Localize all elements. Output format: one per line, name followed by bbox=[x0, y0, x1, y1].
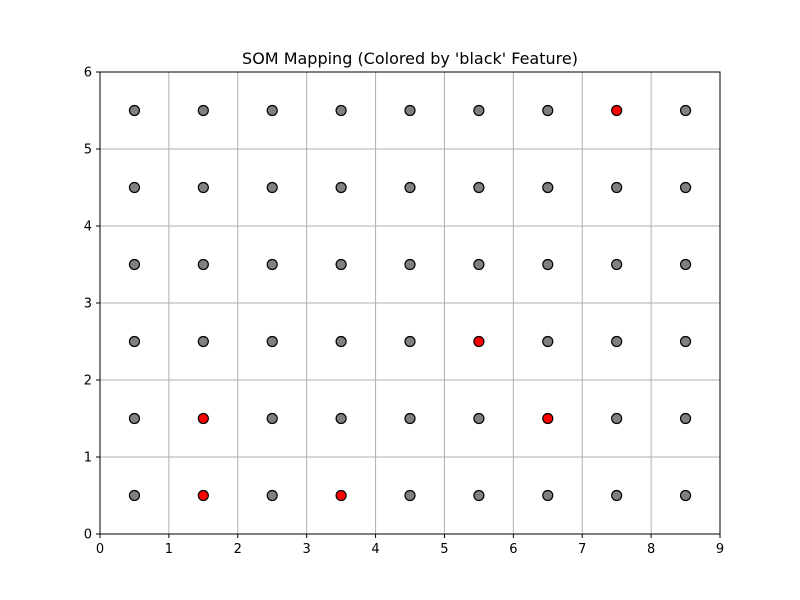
data-point bbox=[266, 335, 278, 348]
data-point bbox=[128, 181, 141, 194]
data-points bbox=[128, 104, 692, 502]
x-tick-label: 6 bbox=[509, 542, 517, 557]
data-point bbox=[542, 335, 554, 348]
x-tick-label: 3 bbox=[303, 542, 311, 557]
y-tick-label: 3 bbox=[84, 297, 92, 312]
data-point bbox=[404, 335, 416, 348]
x-tick-label: 1 bbox=[165, 542, 173, 557]
data-point bbox=[404, 412, 416, 425]
x-tick-label: 4 bbox=[371, 542, 379, 557]
data-point bbox=[542, 489, 554, 502]
data-point bbox=[404, 181, 416, 194]
data-point bbox=[542, 181, 554, 194]
data-point bbox=[611, 181, 623, 194]
data-point bbox=[473, 104, 485, 117]
data-point bbox=[404, 489, 416, 502]
data-point bbox=[542, 104, 554, 117]
highlighted-point bbox=[473, 335, 485, 348]
x-tick-label: 5 bbox=[440, 542, 448, 557]
x-tick-label: 9 bbox=[716, 542, 724, 557]
data-point bbox=[679, 489, 692, 502]
x-tick-label: 2 bbox=[234, 542, 242, 557]
data-point bbox=[611, 258, 623, 271]
highlighted-point bbox=[335, 489, 347, 502]
data-point bbox=[128, 335, 141, 348]
x-axis-ticks: 0 1 2 3 4 5 6 7 8 9 bbox=[96, 534, 724, 557]
data-point bbox=[197, 181, 209, 194]
data-point bbox=[679, 104, 692, 117]
x-tick-label: 7 bbox=[578, 542, 586, 557]
x-tick-label: 8 bbox=[647, 542, 655, 557]
data-point bbox=[335, 412, 347, 425]
data-point bbox=[542, 258, 554, 271]
data-point bbox=[404, 258, 416, 271]
data-point bbox=[611, 412, 623, 425]
data-point bbox=[266, 412, 278, 425]
highlighted-point bbox=[611, 104, 623, 117]
data-point bbox=[197, 258, 209, 271]
data-point bbox=[128, 104, 141, 117]
data-point bbox=[679, 258, 692, 271]
data-point bbox=[197, 335, 209, 348]
data-point bbox=[266, 104, 278, 117]
x-tick-label: 0 bbox=[96, 542, 104, 557]
highlighted-point bbox=[542, 412, 554, 425]
data-point bbox=[473, 181, 485, 194]
data-point bbox=[473, 412, 485, 425]
data-point bbox=[335, 335, 347, 348]
data-point bbox=[197, 104, 209, 117]
data-point bbox=[266, 489, 278, 502]
highlighted-point bbox=[197, 489, 209, 502]
data-point bbox=[335, 181, 347, 194]
y-axis-ticks: 0 1 2 3 4 5 6 bbox=[84, 66, 100, 543]
data-point bbox=[335, 258, 347, 271]
data-point bbox=[679, 412, 692, 425]
data-point bbox=[611, 489, 623, 502]
data-point bbox=[679, 181, 692, 194]
data-point bbox=[128, 412, 141, 425]
data-point bbox=[266, 258, 278, 271]
chart-title: SOM Mapping (Colored by 'black' Feature) bbox=[242, 49, 578, 68]
data-point bbox=[404, 104, 416, 117]
y-tick-label: 6 bbox=[84, 66, 92, 81]
data-point bbox=[128, 258, 141, 271]
y-tick-label: 2 bbox=[84, 374, 92, 389]
highlighted-point bbox=[197, 412, 209, 425]
data-point bbox=[335, 104, 347, 117]
y-tick-label: 4 bbox=[84, 220, 92, 235]
data-point bbox=[611, 335, 623, 348]
data-point bbox=[473, 258, 485, 271]
data-point bbox=[266, 181, 278, 194]
data-point bbox=[473, 489, 485, 502]
y-tick-label: 5 bbox=[84, 143, 92, 158]
data-point bbox=[128, 489, 141, 502]
data-point bbox=[679, 335, 692, 348]
y-tick-label: 1 bbox=[84, 451, 92, 466]
y-tick-label: 0 bbox=[84, 528, 92, 543]
